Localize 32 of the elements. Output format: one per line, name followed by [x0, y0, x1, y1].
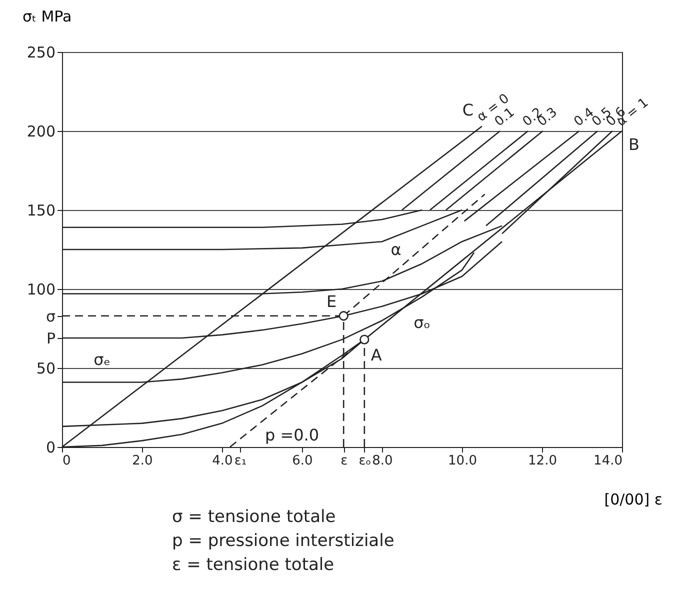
- annotation: σₒ: [414, 312, 430, 332]
- text: σ = tensione totale: [172, 507, 336, 527]
- annotation: p =0.0: [264, 425, 320, 444]
- x-tick-label: 14.0: [594, 454, 622, 468]
- x-tick-label: 10.0: [448, 454, 477, 468]
- x-tick-label: 2.0: [132, 454, 153, 468]
- x-tick-label: 4.0: [212, 454, 233, 468]
- x-tick-label: ε₁: [234, 454, 247, 468]
- text: ε = tensione totale: [172, 555, 334, 575]
- text: p = pressione interstiziale: [172, 531, 394, 551]
- y-axis-title: σₜ MPa: [22, 8, 72, 26]
- y-tick-label: 200: [26, 122, 56, 140]
- annotation: α: [390, 240, 402, 260]
- x-tick-label: εₒ: [358, 454, 372, 468]
- x-tick-label: 6.0: [292, 454, 313, 468]
- y-tick-label: 50: [36, 360, 56, 378]
- y-tick-label: σ: [46, 307, 56, 326]
- annotation: B: [628, 135, 640, 154]
- annotation: E: [326, 292, 337, 311]
- annotation: C: [462, 100, 474, 120]
- annotation: A: [370, 346, 382, 365]
- x-tick-label: ε: [340, 454, 348, 468]
- y-tick-label: 150: [26, 202, 56, 220]
- x-tick-label: 8.0: [372, 454, 393, 468]
- annotation: σₑ: [94, 350, 110, 369]
- x-tick-label: 0: [62, 454, 71, 468]
- y-tick-label: 0: [46, 438, 56, 456]
- y-tick-label: P: [46, 329, 56, 348]
- x-tick-label: 12.0: [528, 454, 557, 468]
- y-tick-label: 100: [26, 280, 56, 298]
- x-axis-title: [0/00] ε: [604, 490, 662, 508]
- y-tick-label: 250: [26, 44, 56, 62]
